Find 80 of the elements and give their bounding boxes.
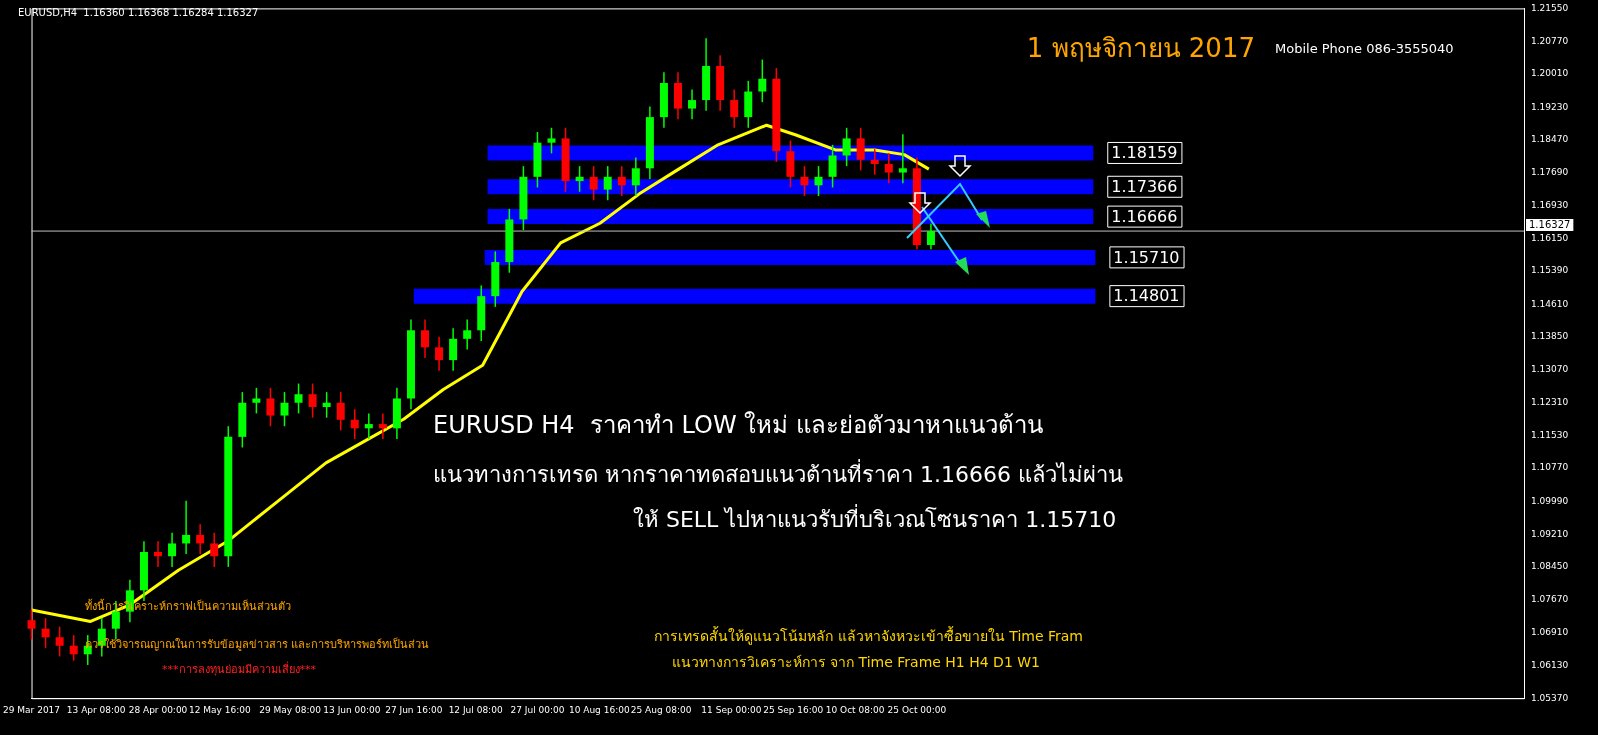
y-tick-label: 1.06130	[1531, 660, 1569, 671]
x-tick-label: 28 Apr 00:00	[128, 704, 188, 715]
annotation: การเทรดสั้นให้ดูแนวโน้มหลัก แล้วหาจังหวะเข้าซื้อขายใน Time Fram	[654, 626, 1083, 645]
y-tick-label: 1.18470	[1531, 134, 1569, 145]
candlestick	[41, 617, 50, 649]
y-tick-label: 1.08450	[1531, 561, 1569, 572]
x-tick-label: 13 Jun 00:00	[323, 704, 381, 715]
candlestick	[421, 318, 430, 359]
x-tick-label: 13 Apr 08:00	[66, 704, 126, 715]
annotation: EURUSD H4 ราคาทำ LOW ใหม่ และย่อตัวมาหาแนวต้าน	[433, 411, 1043, 439]
x-tick-label: 29 May 08:00	[259, 704, 322, 715]
candlestick	[688, 88, 697, 120]
x-tick-label: 25 Oct 00:00	[887, 704, 947, 715]
candlestick	[730, 88, 739, 129]
candlestick	[154, 540, 163, 568]
candlestick	[210, 532, 219, 568]
annotation: ให้ SELL ไปหาแนวรับที่บริเวณโซนราคา 1.15710	[633, 504, 1117, 532]
y-tick-label: 1.15390	[1531, 265, 1569, 276]
series-label: 1.16666	[1111, 206, 1178, 226]
candlestick	[27, 608, 36, 641]
annotation: Mobile Phone 086-3555040	[1275, 41, 1454, 56]
candlestick	[758, 58, 767, 103]
x-tick-label: 29 Mar 2017	[3, 704, 61, 715]
x-tick-label: 27 Jun 16:00	[385, 704, 443, 715]
x-tick-label: 10 Aug 16:00	[568, 704, 630, 715]
series-label: 1.17366	[1111, 176, 1178, 196]
candlestick	[926, 222, 935, 251]
candlestick	[449, 327, 458, 372]
candlestick	[350, 408, 359, 440]
y-tick-label: 1.11530	[1531, 429, 1569, 440]
y-tick-label: 1.20770	[1531, 36, 1569, 46]
candlestick	[378, 412, 387, 440]
annotation: แนวทางการเทรด หากราคาทดสอบแนวต้านที่ราคา 1.16666 แล้วไม่ผ่าน	[433, 459, 1123, 487]
y-tick-label: 1.13850	[1531, 331, 1569, 342]
annotation: แนวทางการวิเคราะห์การ จาก Time Frame H1 H4 D1 W1	[671, 654, 1040, 670]
y-tick-label: 1.12310	[1531, 396, 1569, 407]
y-tick-label: 1.14610	[1531, 298, 1569, 309]
series-label: 1.18159	[1111, 143, 1178, 163]
candlestick	[463, 318, 472, 351]
y-tick-label: 1.05370	[1531, 692, 1569, 703]
x-tick-label: 27 Jul 00:00	[510, 704, 565, 715]
series-label: 1.14801	[1113, 286, 1180, 306]
candlestick	[308, 382, 317, 419]
y-tick-label: 1.10770	[1531, 462, 1569, 473]
candlestick	[196, 523, 205, 555]
y-tick-label: 1.06910	[1531, 626, 1569, 637]
y-tick-label: 1.19230	[1531, 101, 1569, 112]
candlestick	[884, 152, 893, 184]
x-tick-label: 25 Aug 08:00	[630, 704, 692, 715]
y-tick-label: 1.21550	[1531, 2, 1569, 13]
candlestick	[252, 387, 261, 415]
x-tick-label: 25 Sep 16:00	[763, 704, 824, 715]
y-tick-label: 1.09210	[1531, 528, 1569, 539]
candlestick	[280, 391, 289, 427]
candlestick	[266, 387, 275, 427]
x-tick-label: 12 Jul 08:00	[448, 704, 503, 715]
candlestick	[168, 532, 177, 568]
annotation: ***การลงทุนย่อมมีความเสี่ยง***	[162, 661, 317, 676]
candlestick	[336, 391, 345, 432]
candlestick	[69, 634, 78, 662]
y-tick-label: 1.13070	[1531, 364, 1569, 375]
x-tick-label: 11 Sep 00:00	[701, 704, 762, 715]
y-tick-label: 1.09990	[1531, 495, 1569, 506]
x-tick-label: 12 May 16:00	[188, 704, 251, 715]
candlestick	[294, 382, 303, 415]
y-tick-label: 1.17690	[1531, 167, 1569, 178]
candlestick	[364, 412, 373, 440]
ref-line-label: 1.16327	[1529, 218, 1571, 230]
annotation: 1 พฤษจิกายน 2017	[1026, 33, 1255, 63]
y-tick-label: 1.20010	[1531, 68, 1569, 79]
candlestick	[322, 391, 331, 419]
y-tick-label: 1.07670	[1531, 594, 1569, 605]
candlestick	[435, 335, 444, 372]
candlestick	[55, 625, 64, 658]
candlestick	[182, 500, 191, 555]
series-label: 1.15710	[1113, 247, 1180, 267]
y-tick-label: 1.16150	[1531, 232, 1569, 243]
x-tick-label: 10 Oct 08:00	[825, 704, 885, 715]
annotation: EURUSD,H4 1.16360 1.16368 1.16284 1.16327	[18, 7, 259, 18]
y-tick-label: 1.16930	[1531, 199, 1569, 210]
